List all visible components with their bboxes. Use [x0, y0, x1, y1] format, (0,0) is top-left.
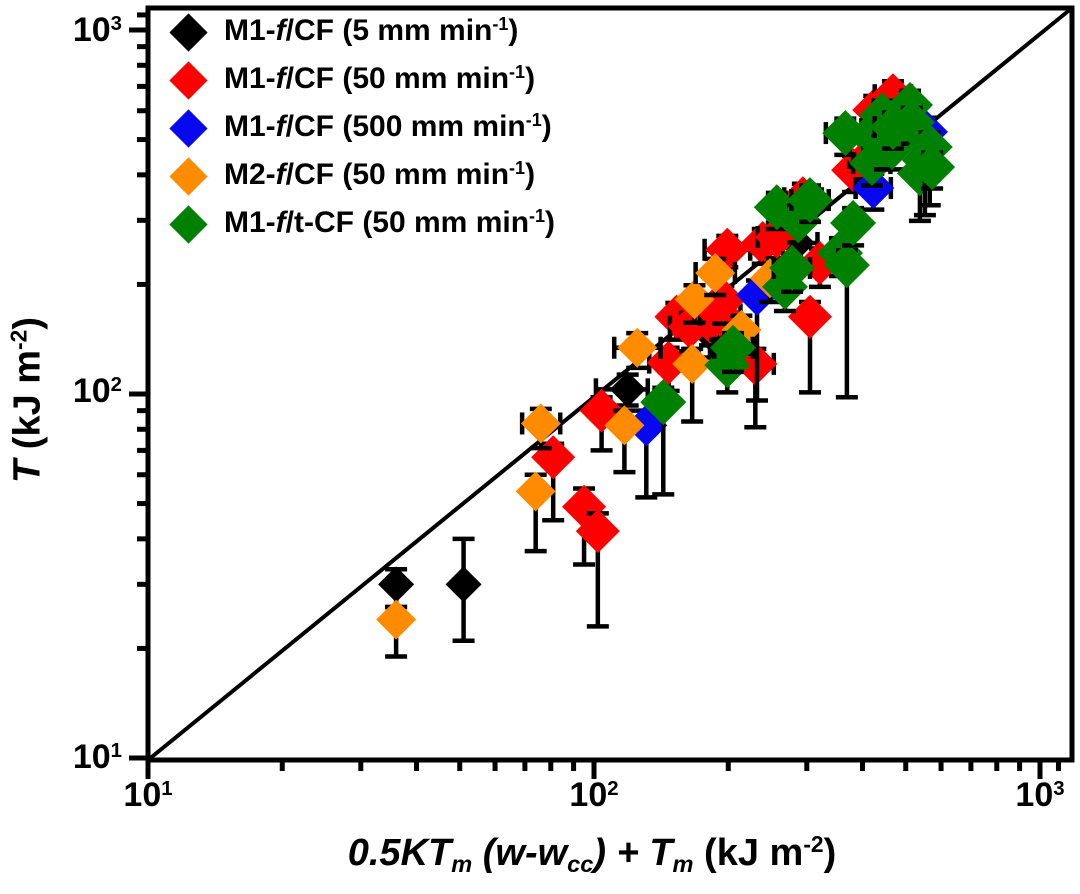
legend-diamond-icon: [166, 204, 210, 244]
data-point-diamond: [640, 379, 687, 426]
data-point-diamond: [909, 144, 956, 191]
x-tick-label-10-1: 101: [123, 776, 173, 814]
data-point-diamond: [515, 471, 556, 512]
data-point-diamond: [852, 167, 895, 210]
data-point-diamond: [888, 99, 935, 146]
series-m2f-cf-50: [376, 252, 790, 659]
y-axis-label: T (kJ m-2): [5, 317, 49, 483]
data-point-diamond: [575, 509, 620, 554]
data-point-diamond: [604, 405, 645, 446]
legend-item-label: M1-f/t-CF (50 mm min-1): [224, 205, 556, 239]
data-point-diamond: [378, 566, 415, 603]
legend-item-m2f-cf-50: M2-f/CF (50 mm min-1): [166, 152, 555, 200]
x-axis-label: 0.5KTm (w-wcc) + Tm (kJ m-2): [347, 831, 837, 877]
data-point-diamond: [674, 279, 715, 320]
data-point-diamond: [520, 403, 561, 444]
data-point-diamond: [830, 199, 877, 246]
legend-diamond-icon: [166, 156, 210, 196]
legend-diamond-icon: [166, 108, 210, 148]
x-tick-label-10-2: 102: [569, 776, 619, 814]
data-point-diamond: [617, 327, 658, 368]
y-tick-label-10-2: 102: [72, 372, 122, 410]
data-point-diamond: [445, 566, 482, 603]
legend-item-m1f-cf-500: M1-f/CF (500 mm min-1): [166, 104, 555, 152]
x-tick-label-10-3: 103: [1015, 776, 1065, 814]
plot-frame: [145, 5, 1075, 763]
data-point-diamond: [786, 177, 833, 224]
data-point-diamond: [705, 227, 750, 272]
legend-item-m1f-cf-50: M1-f/CF (50 mm min-1): [166, 56, 555, 104]
y-tick-label-10-3: 103: [72, 11, 122, 49]
legend-item-label: M1-f/CF (500 mm min-1): [224, 109, 552, 143]
legend: M1-f/CF (5 mm min-1) M1-f/CF (50 mm min-1…: [166, 8, 555, 248]
data-point-diamond: [609, 371, 646, 408]
legend-diamond-icon: [166, 12, 210, 52]
data-point-diamond: [823, 242, 870, 289]
series-m1ft-cf-50: [640, 82, 956, 497]
legend-diamond-icon: [166, 60, 210, 100]
data-point-diamond: [376, 599, 417, 640]
legend-item-m1f-cf-5: M1-f/CF (5 mm min-1): [166, 8, 555, 56]
axis-ticks: [129, 12, 1061, 779]
data-point-diamond: [769, 244, 816, 291]
data-point-diamond: [710, 324, 757, 371]
legend-item-label: M1-f/CF (5 mm min-1): [224, 13, 519, 47]
legend-item-label: M2-f/CF (50 mm min-1): [224, 157, 536, 191]
legend-item-label: M1-f/CF (50 mm min-1): [224, 61, 536, 95]
data-point-diamond: [787, 294, 832, 339]
y-tick-label-10-1: 101: [72, 738, 122, 776]
data-point-diamond: [672, 343, 713, 384]
legend-item-m1ft-cf-50: M1-f/t-CF (50 mm min-1): [166, 200, 555, 248]
data-point-diamond: [695, 252, 736, 293]
